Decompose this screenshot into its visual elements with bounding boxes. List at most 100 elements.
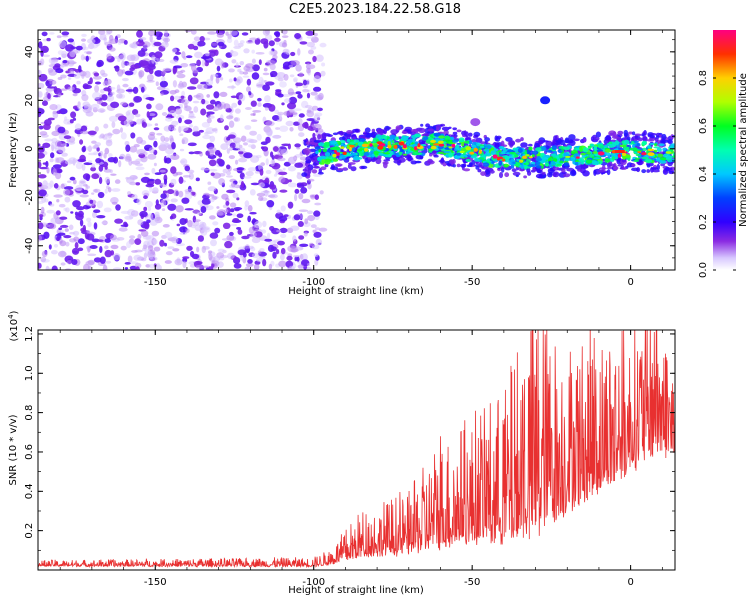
noise-speckle bbox=[201, 59, 206, 67]
noise-speckle bbox=[267, 232, 271, 239]
noise-speckle bbox=[67, 38, 75, 43]
noise-speckle bbox=[133, 144, 140, 148]
noise-speckle bbox=[90, 103, 100, 110]
noise-speckle bbox=[163, 37, 170, 43]
noise-speckle bbox=[287, 201, 294, 209]
signal-peak bbox=[465, 146, 472, 151]
signal-core bbox=[512, 161, 516, 164]
noise-speckle bbox=[154, 51, 163, 59]
signal-core bbox=[456, 152, 462, 156]
signal-core bbox=[545, 149, 553, 153]
noise-speckle bbox=[143, 195, 148, 200]
noise-speckle bbox=[149, 35, 153, 43]
noise-speckle bbox=[202, 226, 211, 233]
noise-speckle bbox=[293, 214, 301, 221]
signal-core bbox=[556, 163, 562, 167]
signal-halo bbox=[311, 169, 318, 174]
noise-speckle bbox=[67, 180, 72, 183]
signal-core bbox=[453, 154, 461, 160]
noise-speckle bbox=[114, 218, 123, 224]
noise-speckle bbox=[139, 37, 144, 41]
noise-speckle bbox=[135, 166, 145, 171]
noise-speckle bbox=[268, 104, 276, 112]
noise-speckle bbox=[287, 165, 296, 172]
noise-speckle bbox=[187, 43, 195, 50]
noise-speckle bbox=[278, 171, 288, 176]
noise-speckle bbox=[159, 80, 168, 88]
noise-speckle bbox=[142, 43, 148, 50]
noise-speckle bbox=[194, 51, 203, 59]
signal-halo bbox=[313, 161, 320, 166]
signal-halo bbox=[652, 169, 660, 173]
signal-halo bbox=[383, 161, 388, 169]
noise-speckle bbox=[143, 206, 148, 212]
noise-speckle bbox=[118, 73, 123, 77]
noise-speckle bbox=[201, 98, 206, 105]
signal-core bbox=[672, 155, 675, 159]
noise-speckle bbox=[132, 86, 139, 94]
noise-speckle bbox=[213, 255, 221, 262]
snr-y-multiplier: (x104) bbox=[7, 310, 20, 341]
noise-speckle bbox=[313, 75, 321, 83]
noise-speckle bbox=[179, 218, 187, 225]
noise-speckle bbox=[299, 41, 308, 45]
noise-speckle bbox=[60, 183, 65, 189]
noise-speckle bbox=[167, 111, 172, 115]
noise-speckle bbox=[104, 147, 110, 155]
signal-halo bbox=[371, 128, 376, 133]
noise-speckle bbox=[192, 130, 201, 137]
noise-speckle bbox=[106, 53, 112, 60]
noise-speckle bbox=[196, 59, 202, 67]
noise-speckle bbox=[74, 242, 79, 249]
noise-speckle bbox=[189, 77, 199, 85]
noise-speckle bbox=[286, 255, 293, 261]
signal-peak bbox=[529, 156, 533, 159]
noise-speckle bbox=[38, 182, 43, 188]
spectrogram-x-axis-label: Height of straight line (km) bbox=[288, 286, 424, 297]
noise-speckle bbox=[122, 83, 129, 88]
noise-speckle bbox=[64, 228, 69, 232]
signal-peak bbox=[473, 147, 478, 152]
noise-speckle bbox=[94, 81, 102, 85]
noise-speckle bbox=[280, 253, 285, 261]
noise-speckle bbox=[226, 148, 230, 154]
noise-speckle bbox=[205, 194, 215, 197]
noise-speckle bbox=[69, 119, 74, 124]
signal-core bbox=[517, 148, 523, 153]
noise-speckle bbox=[77, 158, 87, 163]
signal-halo bbox=[646, 163, 651, 168]
signal-peak bbox=[502, 158, 506, 162]
signal-core bbox=[531, 150, 539, 155]
noise-speckle bbox=[315, 238, 323, 246]
noise-speckle bbox=[78, 65, 82, 73]
signal-core bbox=[383, 136, 388, 140]
noise-speckle bbox=[272, 251, 277, 259]
signal-halo bbox=[628, 131, 633, 135]
noise-speckle bbox=[128, 158, 133, 166]
noise-speckle bbox=[278, 260, 287, 268]
noise-speckle bbox=[296, 147, 301, 150]
noise-speckle bbox=[132, 109, 139, 115]
signal-peak bbox=[361, 143, 369, 148]
noise-speckle bbox=[290, 225, 300, 231]
noise-speckle bbox=[110, 91, 115, 95]
noise-speckle bbox=[296, 184, 305, 188]
signal-peak bbox=[478, 149, 482, 154]
noise-speckle bbox=[277, 148, 284, 157]
snr-x-tick-label: -150 bbox=[144, 577, 167, 588]
noise-speckle bbox=[227, 85, 236, 89]
noise-speckle bbox=[224, 125, 229, 131]
signal-halo bbox=[617, 164, 624, 167]
signal-core bbox=[470, 155, 477, 159]
isolated-blob bbox=[540, 96, 551, 105]
noise-speckle bbox=[161, 41, 169, 48]
noise-speckle bbox=[65, 241, 70, 247]
noise-speckle bbox=[159, 169, 166, 173]
spectrogram-y-tick-label: 20 bbox=[24, 94, 35, 107]
noise-speckle bbox=[156, 58, 165, 63]
signal-core bbox=[606, 143, 614, 146]
noise-speckle bbox=[38, 214, 44, 218]
noise-speckle bbox=[125, 144, 131, 152]
noise-speckle bbox=[201, 245, 206, 254]
